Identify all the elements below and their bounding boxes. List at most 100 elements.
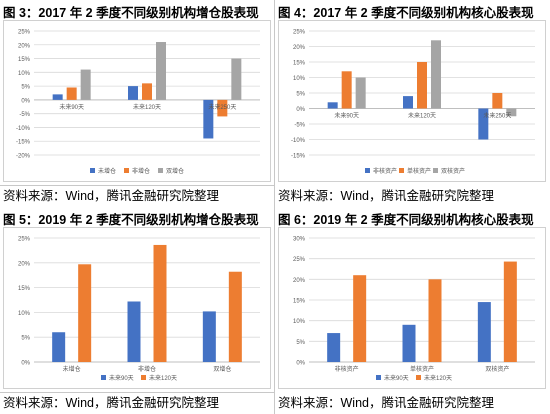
legend-swatch [101, 375, 106, 380]
y-tick-label: -10% [16, 126, 31, 132]
y-tick-label: 30% [293, 237, 306, 243]
x-tick-label: 未来250天 [483, 112, 511, 120]
bar [353, 275, 367, 362]
panel-fig3: 图 3：2017 年 2 季度不同级别机构增仓股表现 25% 20% 15% 10% 5… [0, 0, 275, 207]
bar [156, 42, 166, 100]
bar-chart: 25% 20% 15% 10% 5% 0% -5% -10% -15% 未来90天 未来120天 未来… [291, 30, 535, 175]
source-note: 资料来源：Wind，腾讯金融研究院整理 [278, 189, 494, 203]
y-tick-label: 15% [18, 57, 31, 63]
x-tick-label: 未来120天 [133, 103, 161, 111]
legend-swatch [365, 168, 370, 173]
y-tick-label: -15% [291, 154, 306, 160]
source-note: 资料来源：Wind，腾讯金融研究院整理 [3, 396, 219, 410]
bar-chart: 25% 20% 15% 10% 5% 0% -5% -10% -15% -20% 未来90天 未来12… [16, 30, 260, 175]
bar [80, 69, 91, 100]
x-tick-label: 单核资产 [410, 365, 434, 373]
bar [228, 271, 242, 362]
panel-fig4: 图 4：2017 年 2 季度不同级别机构核心股表现 25% 20% 15% 10% 5… [275, 0, 550, 207]
y-tick-label: 10% [293, 319, 306, 325]
y-tick-label: -5% [294, 123, 305, 129]
chart-title: 图 3：2017 年 2 季度不同级别机构增仓股表现 [3, 6, 259, 20]
bar [431, 40, 441, 109]
x-tick-label: 未来90天 [334, 112, 359, 120]
legend-swatch [376, 375, 381, 380]
chart-title: 图 4：2017 年 2 季度不同级别机构核心股表现 [278, 6, 534, 20]
legend-swatch [124, 168, 129, 173]
x-tick-label: 双增仓 [213, 365, 231, 373]
legend-label: 未来120天 [149, 374, 177, 382]
bar [52, 94, 63, 100]
y-tick-label: 0% [21, 361, 30, 367]
legend-label: 未来90天 [384, 374, 409, 382]
y-tick-label: -10% [291, 138, 306, 144]
bar [128, 86, 138, 100]
legend-label: 未来90天 [109, 374, 134, 382]
x-tick-label: 未增仓 [63, 365, 81, 373]
y-tick-label: 20% [18, 43, 31, 49]
legend-label: 未来120天 [424, 374, 452, 382]
bar [153, 244, 167, 362]
y-tick-label: -15% [16, 140, 31, 146]
bar [142, 83, 152, 100]
bar [327, 333, 341, 362]
legend-label: 非增仓 [132, 167, 150, 175]
y-tick-label: 5% [21, 85, 30, 91]
x-tick-label: 未来90天 [59, 103, 84, 111]
bar [341, 71, 352, 109]
y-tick-label: 10% [293, 76, 306, 82]
legend-label: 非核资产 [373, 167, 397, 175]
y-tick-label: 15% [18, 286, 31, 292]
bar [52, 332, 66, 362]
y-tick-label: 5% [296, 92, 305, 98]
y-tick-label: 10% [18, 71, 31, 77]
y-tick-label: 5% [21, 336, 30, 342]
bar [203, 99, 214, 139]
legend-swatch [399, 168, 404, 173]
y-tick-label: 20% [293, 278, 306, 284]
y-tick-label: 25% [18, 237, 31, 243]
bar [355, 77, 366, 109]
chart-title: 图 6：2019 年 2 季度不同级别机构核心股表现 [278, 213, 534, 227]
legend-swatch [416, 375, 421, 380]
divider [0, 185, 274, 186]
bar [428, 279, 442, 362]
legend-swatch [158, 168, 163, 173]
chart-plot-area: 30% 25% 20% 15% 10% 5% 0% 非核资产 单核资产 双核资产 未来90天 未来12… [278, 227, 546, 389]
bar [503, 261, 517, 362]
y-tick-label: 10% [18, 311, 31, 317]
bar [231, 58, 242, 100]
y-tick-label: 20% [18, 261, 31, 267]
y-tick-label: -20% [16, 154, 31, 160]
chart-plot-area: 25% 20% 15% 10% 5% 0% -5% -10% -15% 未来90天 未来120天 未来… [278, 20, 546, 182]
source-note: 资料来源：Wind，腾讯金融研究院整理 [278, 396, 494, 410]
y-tick-label: 5% [296, 340, 305, 346]
bar [417, 62, 427, 109]
legend-swatch [141, 375, 146, 380]
bar [217, 99, 228, 117]
y-tick-label: 25% [293, 257, 306, 263]
y-tick-label: 15% [293, 61, 306, 67]
legend-swatch [90, 168, 95, 173]
chart-plot-area: 25% 20% 15% 10% 5% 0% -5% -10% -15% -20% 未来90天 未来12… [3, 20, 271, 182]
y-tick-label: 25% [18, 30, 31, 36]
y-tick-label: 0% [296, 107, 305, 113]
panel-fig6: 图 6：2019 年 2 季度不同级别机构核心股表现 30% 25% 20% 15% 1… [275, 207, 550, 414]
chart-plot-area: 25% 20% 15% 10% 5% 0% 未增仓 非增仓 双增仓未来90天 未来120天 [3, 227, 271, 389]
bar [78, 264, 92, 362]
bar [327, 102, 338, 109]
y-tick-label: 0% [21, 98, 30, 104]
x-tick-label: 非增仓 [138, 365, 156, 373]
y-tick-label: -5% [19, 112, 30, 118]
legend-label: 双增仓 [166, 167, 184, 175]
bar [506, 108, 517, 117]
panel-fig5: 图 5：2019 年 2 季度不同级别机构增仓股表现 25% 20% 15% 10% 5… [0, 207, 275, 414]
bar [127, 301, 141, 362]
x-tick-label: 双核资产 [485, 365, 509, 373]
legend-swatch [433, 168, 438, 173]
x-tick-label: 未来250天 [208, 103, 236, 111]
bar [403, 96, 413, 109]
y-tick-label: 0% [296, 361, 305, 367]
y-tick-label: 15% [293, 299, 306, 305]
bar [202, 311, 216, 362]
